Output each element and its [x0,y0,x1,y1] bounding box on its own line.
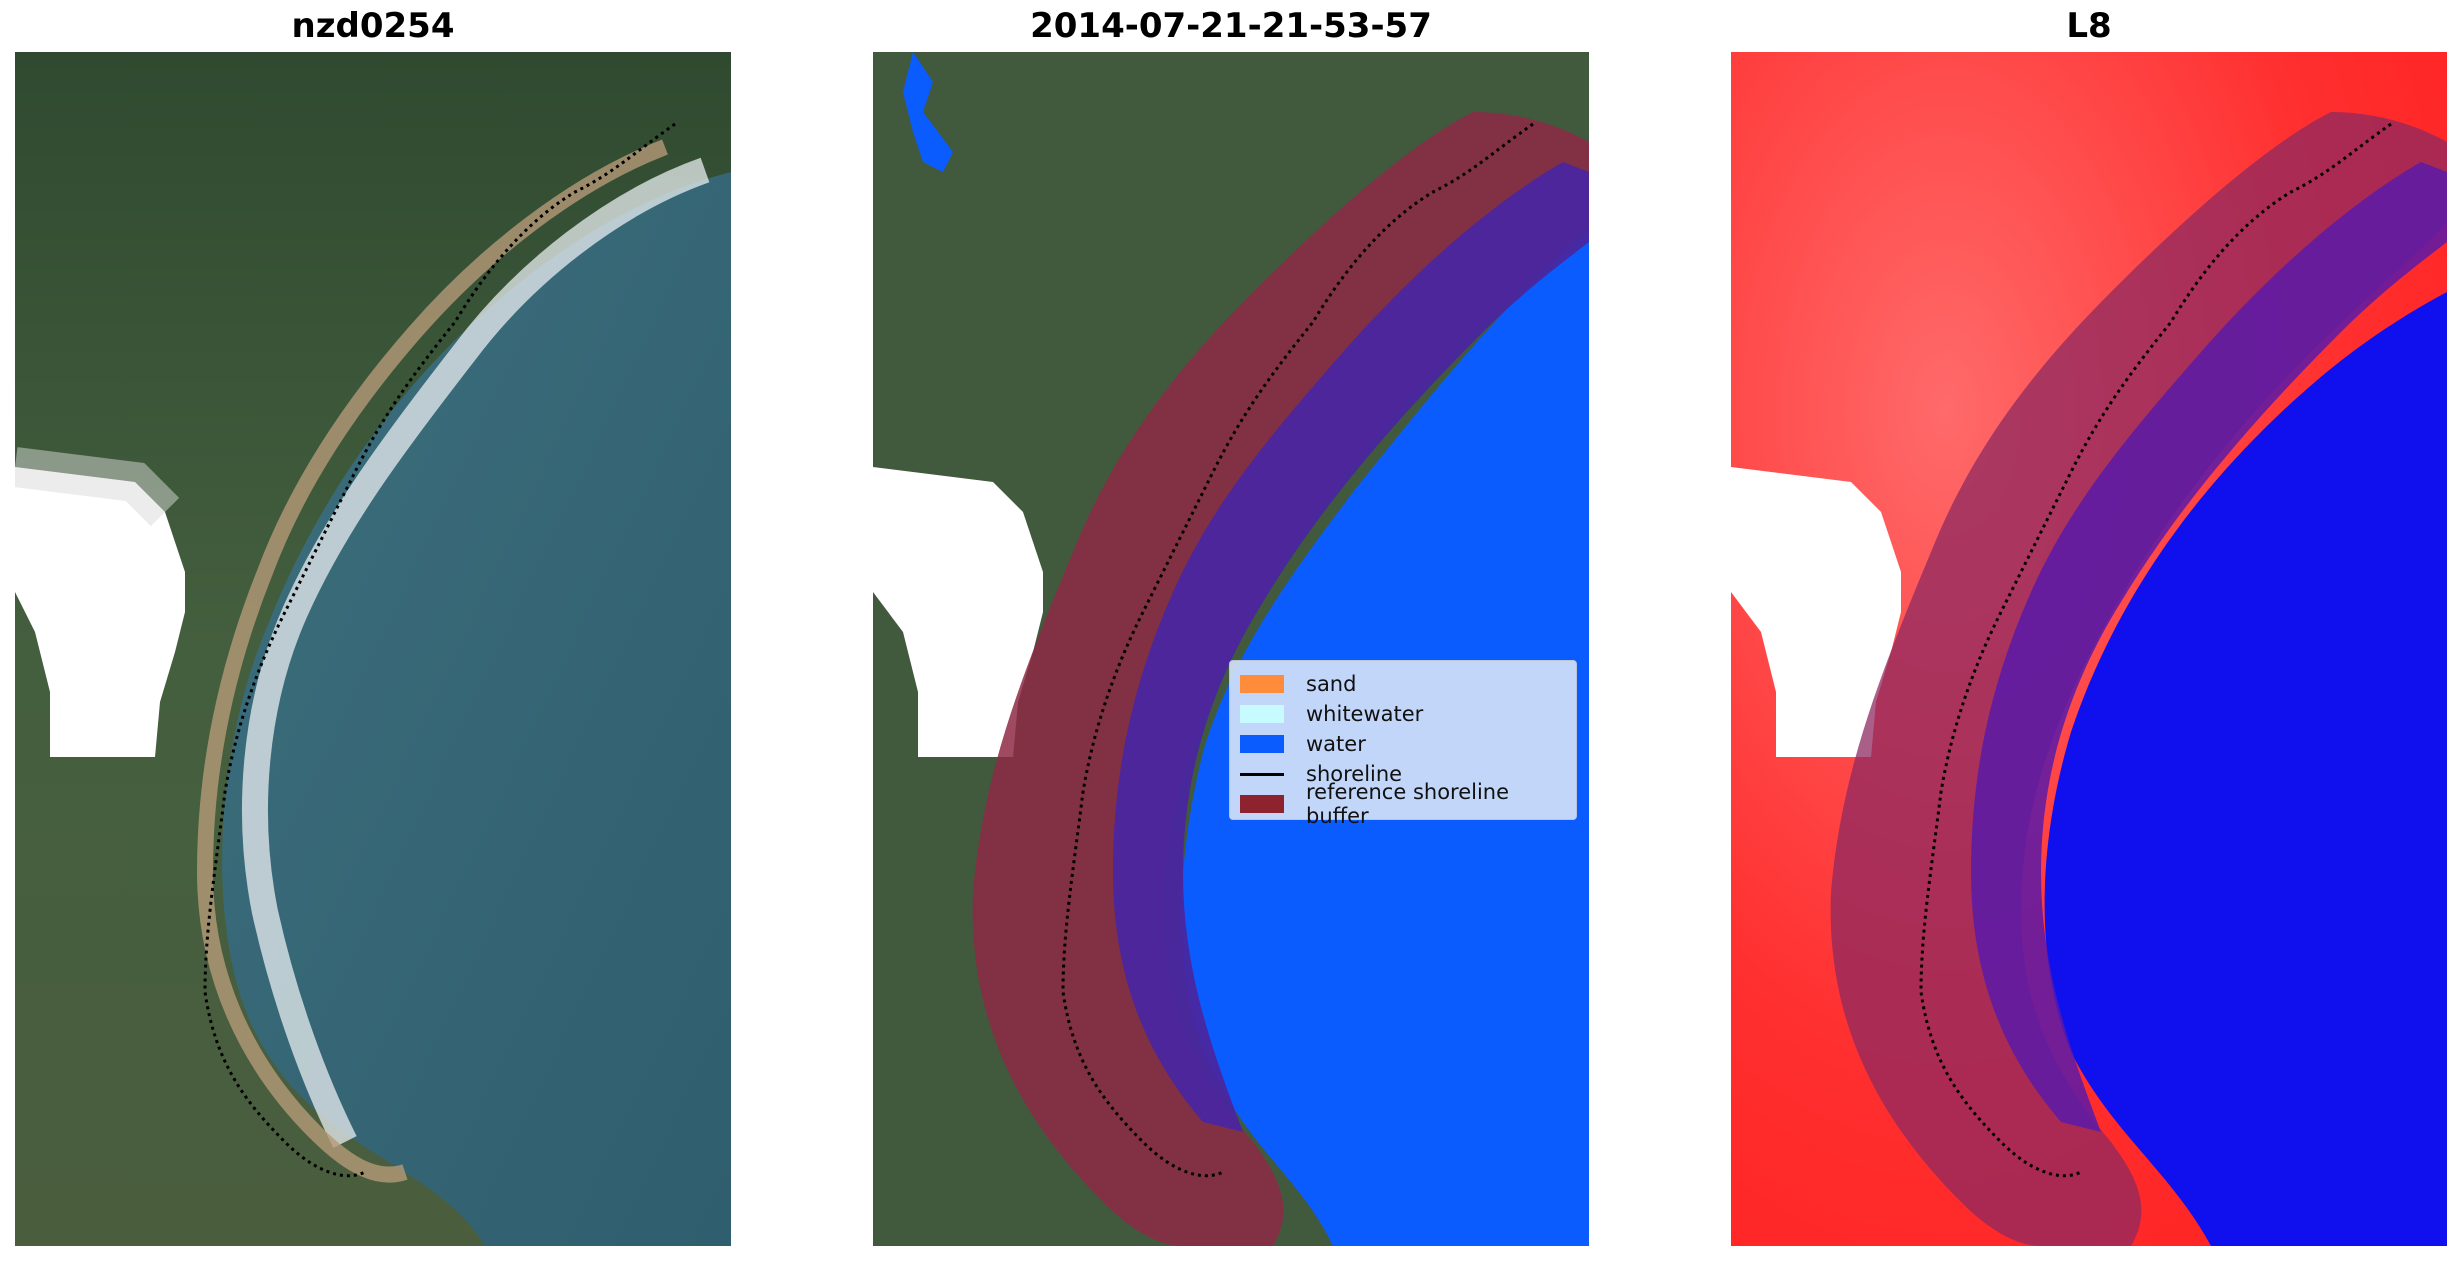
legend-label-sand: sand [1306,672,1357,696]
inland-water [903,52,953,172]
cloud-haze [15,447,180,527]
panel-title-rgb: nzd0254 [291,6,455,46]
sandy-beach [196,139,668,1183]
legend-item-sand: sand [1240,669,1566,699]
legend-swatch-water [1240,735,1284,753]
classification-image [873,52,1589,1246]
cloud-mask [15,467,185,757]
legend-item-shoreline: shoreline [1240,759,1566,789]
legend-label-water: water [1306,732,1366,756]
shoreline [203,122,676,1178]
panel-title-classification: 2014-07-21-21-53-57 [1030,6,1432,46]
water-in-buffer [1113,162,1589,1132]
legend-swatch-sand [1240,675,1284,693]
legend-label-buffer: reference shoreline buffer [1306,780,1510,828]
cloud-mask [873,467,1043,757]
rgb-image-panel [15,52,731,1246]
index-image [1731,52,2447,1246]
surf-zone [242,157,710,1148]
legend-item-whitewater: whitewater [1240,699,1566,729]
cloud-mask [1731,467,1901,757]
water-index [2044,292,2447,1246]
shoreline [1061,122,1534,1178]
sea-area [222,172,731,1246]
legend-item-water: water [1240,729,1566,759]
legend-swatch-whitewater [1240,705,1284,723]
classification-panel [873,52,1589,1246]
legend-label-whitewater: whitewater [1306,702,1424,726]
panel-title-index: L8 [2066,6,2112,46]
legend: sand whitewater water shoreline referenc… [1229,660,1577,828]
rgb-image [15,52,731,1246]
legend-label-shoreline: shoreline [1306,762,1403,786]
legend-swatch-buffer [1240,795,1284,813]
water-in-buffer [1971,162,2447,1132]
legend-item-buffer: reference shoreline buffer [1240,780,1566,828]
legend-line-shoreline [1240,772,1284,776]
index-panel [1731,52,2447,1246]
shoreline [1919,122,2392,1178]
